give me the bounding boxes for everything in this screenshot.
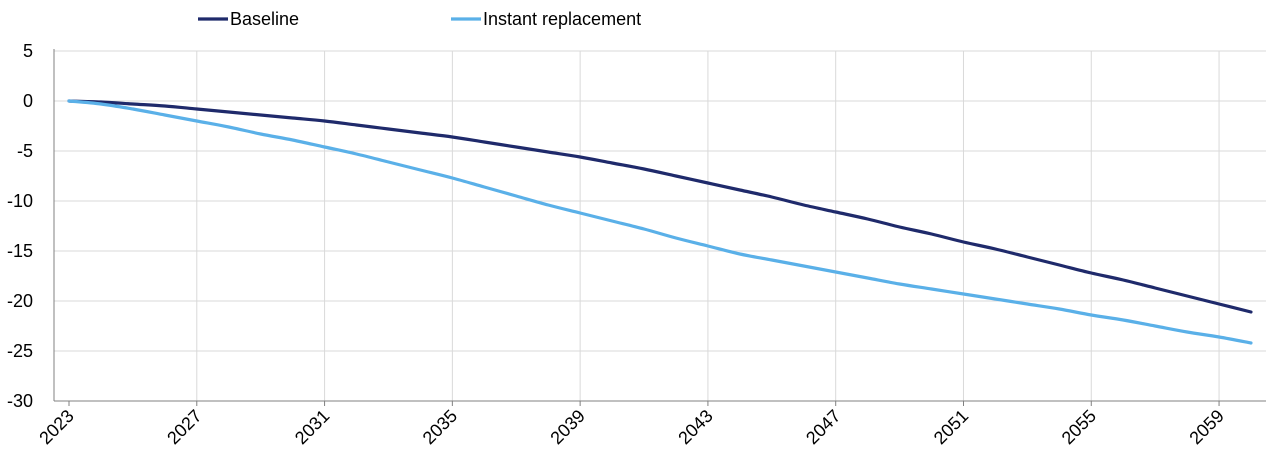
- legend-label-instant-replacement: Instant replacement: [483, 9, 641, 29]
- x-tick-label: 2055: [1058, 406, 1100, 448]
- y-tick-label: -20: [7, 291, 33, 311]
- x-tick-label: 2059: [1185, 406, 1227, 448]
- y-tick-label: 0: [23, 91, 33, 111]
- legend: Baseline Instant replacement: [198, 9, 641, 29]
- x-tick-label: 2035: [419, 406, 461, 448]
- gridlines: [54, 50, 1266, 401]
- axes: [53, 49, 1266, 406]
- x-tick-label: 2023: [35, 406, 77, 448]
- x-tick-label: 2043: [674, 406, 716, 448]
- y-tick-label: 5: [23, 41, 33, 61]
- series-lines: [67, 99, 1253, 345]
- series-line-instant-replacement: [67, 99, 1253, 345]
- x-tick-label: 2039: [547, 406, 589, 448]
- y-tick-label: -10: [7, 191, 33, 211]
- x-tick-label: 2051: [930, 406, 972, 448]
- y-tick-label: -30: [7, 391, 33, 411]
- y-tick-label: -15: [7, 241, 33, 261]
- legend-label-baseline: Baseline: [230, 9, 299, 29]
- x-tick-label: 2031: [291, 406, 333, 448]
- y-tick-label: -25: [7, 341, 33, 361]
- x-tick-label: 2047: [802, 406, 844, 448]
- y-tick-label: -5: [17, 141, 33, 161]
- x-tick-label: 2027: [163, 406, 205, 448]
- series-line-baseline: [67, 99, 1253, 314]
